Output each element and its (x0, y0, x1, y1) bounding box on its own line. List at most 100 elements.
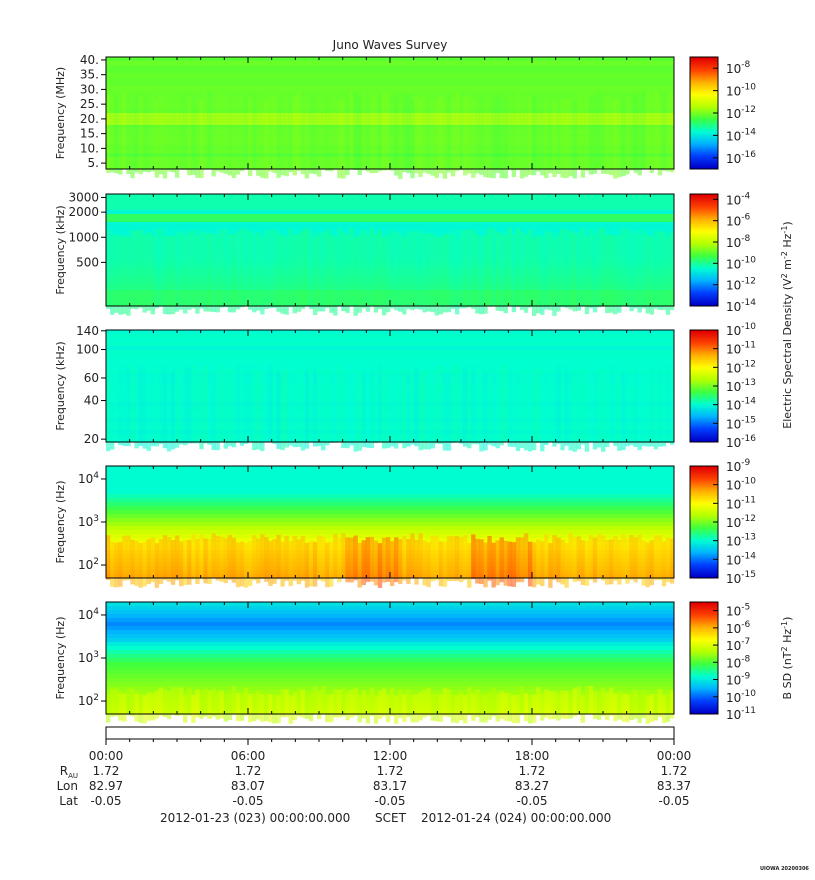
heatmap-column (398, 233, 403, 312)
heatmap-column (260, 99, 265, 178)
colorbar-4: 10-9 10-10 10-11 10-12 10-13 10-14 10-15 (689, 458, 756, 586)
heatmap-row (106, 202, 674, 207)
colorbar-segment (690, 626, 718, 629)
heatmap-column (653, 692, 659, 721)
colorbar-segment (690, 70, 718, 73)
heatmap-column (503, 363, 508, 443)
colorbar-segment (690, 603, 718, 607)
colorbar-segment (690, 154, 718, 157)
heatmap-column (532, 694, 537, 723)
heatmap-column (211, 98, 216, 177)
colorbar-segment (690, 251, 718, 255)
colorbar-segment (690, 542, 718, 545)
heatmap-row (106, 73, 674, 78)
colorbar-segment (690, 674, 718, 678)
heatmap-row (106, 69, 674, 74)
heatmap-column (479, 235, 484, 315)
colorbar-segment (690, 631, 718, 635)
heatmap-column (361, 91, 366, 171)
colorbar-segment (690, 120, 718, 123)
heatmap-column (487, 366, 492, 445)
heatmap-column (248, 541, 253, 586)
heatmap-column (418, 533, 423, 579)
colorbar-segment (690, 203, 718, 206)
time-tick-label: 12:00 (373, 749, 408, 763)
heatmap-column (142, 370, 147, 449)
heatmap-column (402, 693, 407, 722)
colorbar-segment (690, 129, 718, 133)
colorbar-segment (690, 499, 718, 502)
heatmap-column (653, 370, 659, 450)
heatmap-column (442, 688, 448, 717)
heatmap-column (158, 687, 164, 716)
heatmap-column (458, 91, 464, 171)
heatmap-column (211, 371, 216, 450)
heatmap-column (195, 99, 200, 178)
heatmap-column (235, 363, 241, 443)
ephemeris-value: -0.05 (516, 794, 547, 808)
colorbar-tick-label: 10-4 (726, 191, 751, 207)
heatmap-column (633, 94, 638, 173)
heatmap-column (162, 688, 168, 717)
heatmap-row (106, 662, 674, 667)
colorbar-1: 10-8 10-10 10-12 10-14 10-16 (689, 56, 756, 170)
heatmap-column (410, 694, 415, 723)
heatmap-column (605, 234, 610, 314)
colorbar-tick-label: 10-13 (726, 378, 756, 394)
heatmap-column (316, 535, 322, 581)
heatmap-column (114, 542, 119, 588)
heatmap-column (142, 234, 147, 313)
heatmap-row (106, 518, 674, 523)
colorbar-segment (690, 274, 718, 277)
heatmap-column (312, 368, 318, 447)
colorbar-segment (690, 427, 718, 430)
colorbar-segment (690, 218, 718, 221)
heatmap-column (264, 230, 269, 310)
heatmap-column (158, 539, 164, 584)
heatmap-column (162, 235, 168, 315)
heatmap-column (495, 369, 500, 449)
ephemeris-value: -0.05 (374, 794, 405, 808)
colorbar-segment (690, 436, 718, 439)
heatmap-column (536, 234, 541, 314)
colorbar-segment (690, 417, 718, 421)
heatmap-column (434, 693, 439, 722)
heatmap-column (312, 236, 318, 315)
colorbar-segment (690, 507, 718, 510)
colorbar-label-electric: Electric Spectral Density (V2 m-2 Hz-1) (780, 221, 794, 428)
heatmap-column (446, 536, 452, 582)
heatmap-column (580, 366, 586, 445)
heatmap-column (527, 373, 533, 452)
heatmap-column (527, 541, 533, 587)
heatmap-column (653, 90, 659, 170)
heatmap-column (333, 533, 338, 579)
heatmap-column (231, 686, 237, 715)
heatmap-column (264, 537, 269, 582)
colorbar-segment (690, 131, 718, 135)
heatmap-column (572, 688, 577, 717)
colorbar-segment (690, 214, 718, 217)
heatmap-column (304, 227, 310, 307)
heatmap-column (499, 691, 504, 720)
heatmap-column (252, 535, 257, 581)
colorbar-frame (689, 601, 719, 715)
heatmap-row (106, 614, 674, 619)
colorbar-segment (690, 658, 718, 661)
colorbar-segment (690, 380, 718, 383)
colorbar-segment (690, 285, 718, 288)
colorbar-tick-label: 10-10 (726, 689, 756, 705)
heatmap-column (369, 536, 375, 582)
heatmap-column (349, 367, 354, 446)
heatmap-column (215, 371, 220, 451)
heatmap-column (637, 694, 642, 723)
heatmap-column (158, 95, 164, 175)
heatmap-column (195, 539, 200, 584)
heatmap-column (296, 688, 302, 717)
heatmap-column (284, 236, 289, 315)
colorbar-segment (690, 111, 718, 114)
heatmap-column (467, 229, 472, 308)
heatmap-column (130, 230, 135, 309)
heatmap-column (276, 695, 281, 724)
heatmap-column (187, 687, 192, 716)
